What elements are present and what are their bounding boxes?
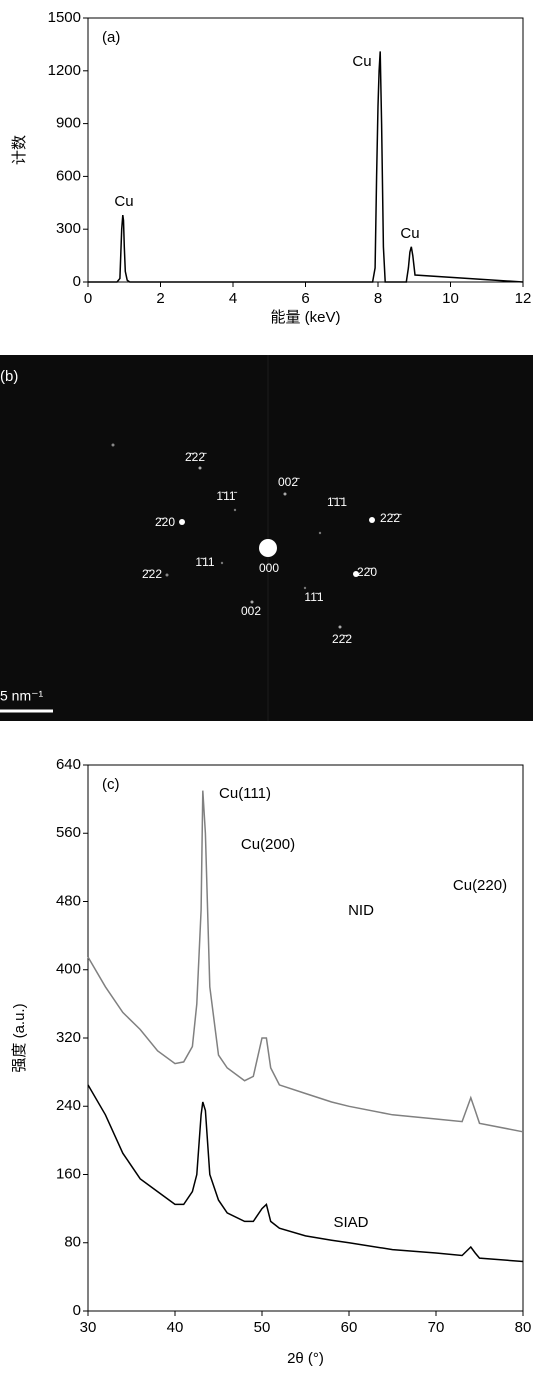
y-tick-label: 0 (73, 273, 81, 290)
annotation: Cu(200) (241, 836, 295, 853)
x-tick-label: 60 (341, 1319, 358, 1336)
x-tick-label: 50 (254, 1319, 271, 1336)
y-tick-label: 160 (56, 1165, 81, 1182)
y-tick-label: 640 (56, 756, 81, 773)
spot (284, 493, 287, 496)
x-tick-label: 12 (515, 290, 532, 307)
x-tick-label: 2 (156, 290, 164, 307)
y-axis-label: 强度 (a.u.) (11, 1003, 28, 1072)
x-tick-label: 70 (428, 1319, 445, 1336)
spot (251, 601, 254, 604)
spot-label: 22̄2̄ (380, 511, 402, 525)
y-tick-label: 320 (56, 1029, 81, 1046)
x-tick-label: 10 (442, 290, 459, 307)
annotation: Cu (352, 53, 371, 70)
spot (234, 509, 236, 511)
spot-label: 22̄0 (357, 565, 377, 579)
spot-label: 2̄22 (142, 567, 162, 581)
spot (339, 626, 342, 629)
spot (369, 517, 375, 523)
plot-frame (88, 18, 523, 282)
spot (179, 519, 185, 525)
panel-label: (c) (102, 776, 120, 793)
y-tick-label: 300 (56, 220, 81, 237)
annotation: Cu(220) (453, 877, 507, 894)
annotation: Cu(111) (219, 785, 271, 802)
spot (259, 539, 277, 557)
data-line (88, 51, 523, 282)
y-tick-label: 1200 (48, 62, 81, 79)
spot-label: 11̄1 (304, 590, 323, 604)
annotation: Cu (400, 225, 419, 242)
scale-bar-label: 5 nm⁻¹ (0, 688, 44, 704)
spot (304, 587, 306, 589)
spot (319, 532, 321, 534)
x-tick-label: 40 (167, 1319, 184, 1336)
spot-label: 2̄22̄ (185, 450, 207, 464)
page: 5 nm⁻¹ (b) 2̄22̄ 1̄11̄ 002̄ 2̄20 1̄1̄1 22̄2̄ 1… (0, 0, 533, 1369)
spot (221, 562, 223, 564)
series-label: NID (348, 902, 374, 919)
x-tick-label: 8 (374, 290, 382, 307)
spot-label: 2̄20 (155, 515, 175, 529)
x-tick-label: 80 (515, 1319, 532, 1336)
x-tick-label: 30 (80, 1319, 97, 1336)
data-line (88, 791, 523, 1132)
y-tick-label: 1500 (48, 9, 81, 26)
y-tick-label: 600 (56, 167, 81, 184)
x-tick-label: 6 (301, 290, 309, 307)
panel-label: (a) (102, 29, 120, 46)
spot-label: 1̄11̄ (216, 489, 237, 503)
y-tick-label: 80 (64, 1234, 81, 1251)
diffraction-image (0, 355, 533, 721)
spot-label: 1̄1̄1 (327, 495, 347, 509)
spot-label: 002̄ (278, 475, 300, 489)
spot-label: 002 (241, 604, 261, 618)
x-axis-label: 2θ (°) (287, 1350, 324, 1367)
y-tick-label: 240 (56, 1097, 81, 1114)
diffraction-panel: 5 nm⁻¹ (b) 2̄22̄ 1̄11̄ 002̄ 2̄20 1̄1̄1 22̄2̄ 1… (0, 355, 533, 721)
y-axis-label: 计数 (11, 135, 28, 165)
data-line (88, 1085, 523, 1262)
y-tick-label: 560 (56, 824, 81, 841)
y-tick-label: 400 (56, 961, 81, 978)
x-axis-label: 能量 (keV) (270, 309, 340, 326)
x-tick-label: 0 (84, 290, 92, 307)
spot (112, 444, 115, 447)
spot-label: 000 (259, 561, 279, 575)
annotation: Cu (114, 193, 133, 210)
spot (199, 467, 202, 470)
y-tick-label: 0 (73, 1302, 81, 1319)
spot-label: 1̄11 (195, 555, 214, 569)
spot (166, 574, 169, 577)
plot-frame (88, 765, 523, 1311)
y-tick-label: 480 (56, 892, 81, 909)
y-tick-label: 900 (56, 115, 81, 132)
spot-label: 22̄2 (332, 632, 352, 646)
figure: 5 nm⁻¹ (b) 2̄22̄ 1̄11̄ 002̄ 2̄20 1̄1̄1 22̄2̄ 1… (0, 0, 533, 1369)
x-tick-label: 4 (229, 290, 237, 307)
series-label: SIAD (333, 1214, 368, 1231)
panel-label: (b) (0, 368, 18, 385)
